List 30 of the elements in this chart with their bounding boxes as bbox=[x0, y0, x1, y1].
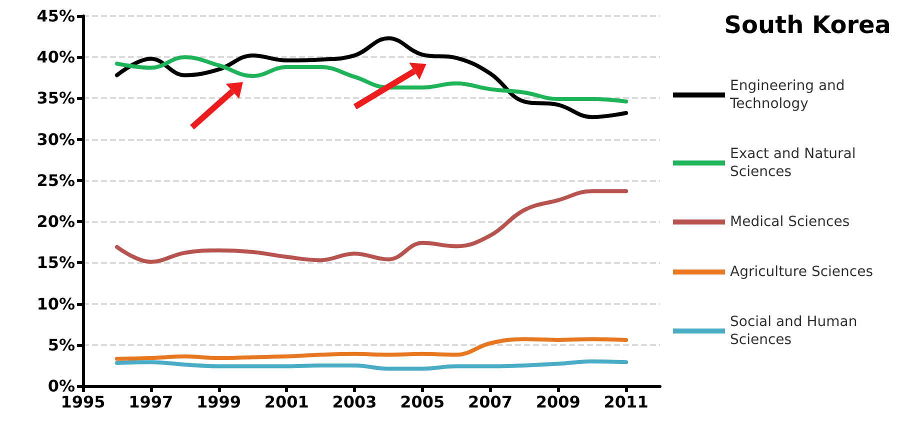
legend-label: Exact and Natural Sciences bbox=[730, 146, 860, 180]
line-series bbox=[114, 359, 628, 371]
y-tick-label: 40% bbox=[36, 48, 75, 67]
y-tick-label: 45% bbox=[36, 6, 75, 26]
x-tick-label: 2005 bbox=[400, 392, 445, 412]
line-series bbox=[114, 36, 628, 120]
x-tick-label: 2007 bbox=[468, 392, 513, 412]
y-tick-label: 35% bbox=[36, 88, 75, 108]
legend-label: Agriculture Sciences bbox=[730, 264, 874, 280]
line-series bbox=[114, 189, 628, 264]
text: South Korea bbox=[724, 11, 892, 39]
legend-label: Engineering and Technology bbox=[729, 78, 850, 112]
y-tick-label: 0% bbox=[48, 376, 75, 396]
y-tick-label: 5% bbox=[48, 335, 75, 354]
y-tick-label: 20% bbox=[36, 212, 75, 232]
x-tick-label: 2003 bbox=[332, 392, 377, 412]
x-tick-label: 1995 bbox=[60, 392, 106, 412]
x-tick-label: 1999 bbox=[196, 392, 242, 412]
y-tick-label: 10% bbox=[36, 294, 75, 314]
legend-label: Social and Human Sciences bbox=[730, 314, 862, 348]
y-tick-label: 15% bbox=[36, 253, 75, 272]
x-tick-label: 2009 bbox=[536, 392, 580, 412]
x-tick-label: 2001 bbox=[264, 392, 309, 412]
y-tick-label: 30% bbox=[36, 130, 75, 149]
y-tick-label: 25% bbox=[36, 170, 75, 190]
legend-label: Medical Sciences bbox=[730, 214, 850, 230]
x-tick-label: 2011 bbox=[604, 392, 648, 412]
line-series bbox=[114, 337, 628, 361]
line-series bbox=[114, 55, 628, 104]
x-tick-label: 1997 bbox=[128, 392, 174, 412]
